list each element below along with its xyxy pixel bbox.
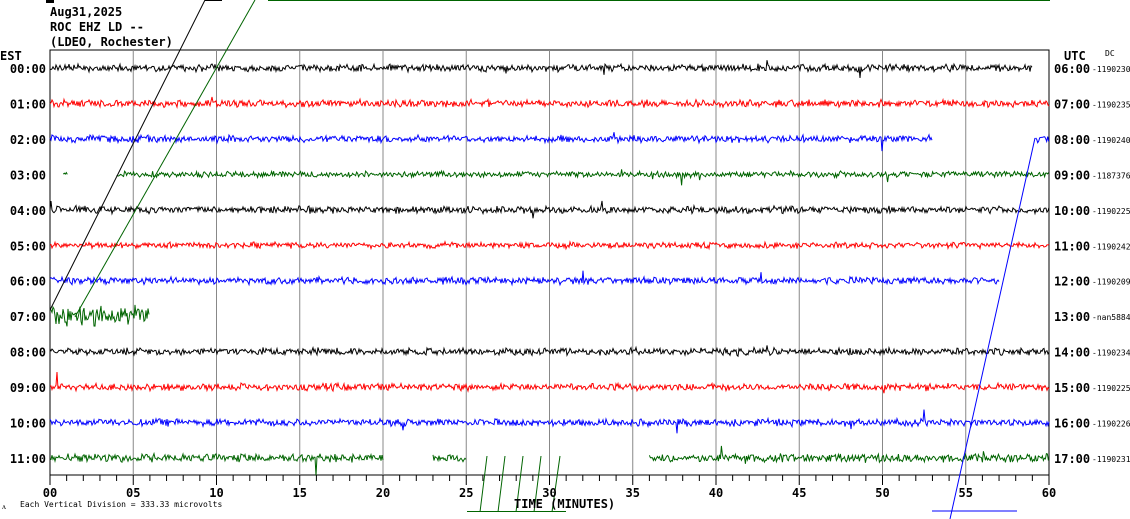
time-mark-line <box>49 0 206 311</box>
time-mark-line <box>497 455 506 513</box>
est-row-label: 09:00 <box>10 381 46 395</box>
seismic-trace <box>648 445 1049 464</box>
utc-row-label: 17:00 <box>1054 452 1090 466</box>
time-mark-line <box>515 455 524 513</box>
x-tick-label: 00 <box>43 486 57 500</box>
utc-row-label: 13:00 <box>1054 310 1090 324</box>
est-row-label: 11:00 <box>10 452 46 466</box>
dc-offset-label: -1190235 <box>1092 100 1130 109</box>
utc-row-label: 07:00 <box>1054 97 1090 111</box>
time-mark-line <box>533 455 542 513</box>
utc-row-label: 11:00 <box>1054 239 1090 253</box>
est-row-label: 02:00 <box>10 133 46 147</box>
dc-offset-label: -1190242 <box>1092 242 1130 251</box>
est-row-label: 07:00 <box>10 310 46 324</box>
dc-offset-label: -1190226 <box>1092 420 1130 429</box>
time-mark-line <box>949 137 1036 519</box>
utc-row-label: 15:00 <box>1054 381 1090 395</box>
header-mark <box>46 0 54 3</box>
seismic-trace <box>49 304 150 327</box>
time-mark-line <box>479 455 488 513</box>
est-axis-label: EST <box>0 49 22 63</box>
dc-offset-label: -1190225 <box>1092 207 1130 216</box>
seismic-trace <box>49 96 1050 109</box>
est-row-label: 05:00 <box>10 239 46 253</box>
seismic-trace <box>49 270 1000 287</box>
seismic-trace <box>49 345 1050 358</box>
x-tick-label: 25 <box>459 486 473 500</box>
utc-row-label: 06:00 <box>1054 62 1090 76</box>
dc-offset-label: -1190240 <box>1092 136 1130 145</box>
utc-row-label: 14:00 <box>1054 346 1090 360</box>
scale-note: Each Vertical Division = 333.33 microvol… <box>20 500 222 509</box>
seismic-trace <box>49 240 1050 251</box>
x-tick-label: 45 <box>792 486 806 500</box>
dc-offset-label: -1187376 <box>1092 171 1130 180</box>
utc-row-label: 09:00 <box>1054 168 1090 182</box>
x-tick-label: 35 <box>626 486 640 500</box>
seismic-trace <box>1035 136 1050 144</box>
seismic-trace <box>49 371 1050 394</box>
utc-axis-label: UTC <box>1064 49 1086 63</box>
seismic-trace <box>116 169 1050 186</box>
dc-offset-label: -1190230 <box>1092 65 1130 74</box>
scale-icon: ᴧ <box>2 502 6 511</box>
x-tick-label: 55 <box>959 486 973 500</box>
station-label: ROC EHZ LD -- <box>50 20 144 34</box>
seismic-trace <box>49 200 1050 219</box>
seismic-trace <box>432 454 467 463</box>
utc-row-label: 12:00 <box>1054 275 1090 289</box>
x-tick-label: 15 <box>293 486 307 500</box>
dc-offset-label: -1190234 <box>1092 349 1130 358</box>
seismic-trace <box>49 60 1033 79</box>
x-tick-label: 20 <box>376 486 390 500</box>
seismic-trace <box>49 132 933 152</box>
seismic-trace <box>49 451 384 476</box>
est-row-label: 06:00 <box>10 275 46 289</box>
date-label: Aug31,2025 <box>50 5 122 19</box>
x-tick-label: 60 <box>1042 486 1056 500</box>
est-row-label: 04:00 <box>10 204 46 218</box>
seismic-trace <box>49 409 1050 434</box>
x-tick-label: 40 <box>709 486 723 500</box>
dc-offset-label: -nan5884 <box>1092 313 1130 322</box>
dc-offset-label: -1190209 <box>1092 278 1130 287</box>
utc-row-label: 16:00 <box>1054 417 1090 431</box>
x-tick-label: 05 <box>126 486 140 500</box>
network-label: (LDEO, Rochester) <box>50 35 173 49</box>
est-row-label: 10:00 <box>10 417 46 431</box>
utc-row-label: 08:00 <box>1054 133 1090 147</box>
est-row-label: 01:00 <box>10 97 46 111</box>
utc-row-label: 10:00 <box>1054 204 1090 218</box>
dc-offset-label: -1190225 <box>1092 384 1130 393</box>
est-row-label: 00:00 <box>10 62 46 76</box>
est-row-label: 08:00 <box>10 346 46 360</box>
time-mark-line <box>74 0 256 318</box>
time-mark-line <box>551 455 561 513</box>
dc-offset-label: -1190231 <box>1092 455 1130 464</box>
x-tick-label: 30 <box>542 486 556 500</box>
x-axis-title: TIME (MINUTES) <box>514 497 615 511</box>
dc-label: DC <box>1105 49 1115 58</box>
x-tick-label: 50 <box>875 486 889 500</box>
x-tick-label: 10 <box>209 486 223 500</box>
seismic-trace <box>62 171 68 175</box>
est-row-label: 03:00 <box>10 168 46 182</box>
